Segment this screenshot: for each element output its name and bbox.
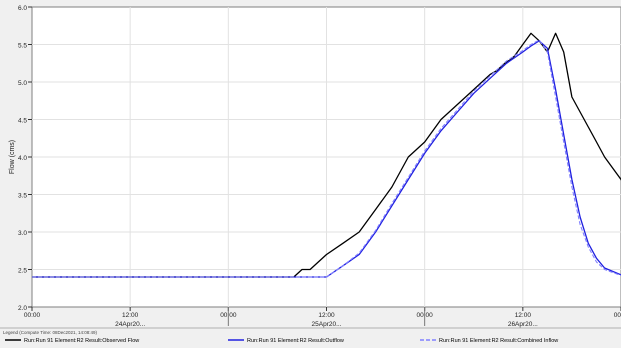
legend-title: Legend (Compute Time: 08Dec2021, 14:08:4… bbox=[3, 330, 98, 335]
y-tick-label: 5.5 bbox=[18, 43, 27, 50]
legend: Legend (Compute Time: 08Dec2021, 14:08:4… bbox=[0, 327, 621, 344]
legend-label-0: Run:Run 91 Element:R2 Result:Observed Fl… bbox=[24, 338, 139, 343]
series-line-0 bbox=[32, 32, 621, 278]
y-tick-label: 2.0 bbox=[18, 305, 27, 312]
x-tick-label: 12:00 bbox=[515, 312, 532, 319]
x-tick-label: 00 bbox=[614, 312, 621, 319]
x-tick-label: 12:00 bbox=[122, 312, 139, 319]
y-tick-label: 2.5 bbox=[18, 268, 27, 275]
y-tick-label: 3.5 bbox=[18, 193, 27, 200]
legend-label-1: Run:Run 91 Element:R2 Result:Outflow bbox=[247, 338, 344, 343]
y-tick-label: 5.0 bbox=[18, 80, 27, 87]
x-tick-label: 12:00 bbox=[318, 312, 335, 319]
y-tick-label: 3.0 bbox=[18, 230, 27, 237]
x-date-label: 24Apr20... bbox=[115, 321, 145, 328]
x-date-label: 25Apr20... bbox=[312, 321, 342, 328]
series-line-1 bbox=[32, 40, 621, 278]
y-axis-label: Flow (cms) bbox=[9, 140, 16, 174]
legend-label-2: Run:Run 91 Element:R2 Result:Combined In… bbox=[439, 338, 558, 343]
y-tick-label: 6.0 bbox=[18, 5, 27, 12]
x-tick-label: 00:00 bbox=[24, 312, 41, 319]
series-lines bbox=[32, 32, 621, 278]
axes: 2.0 2.5 3.0 3.5 4.0 4.5 5.0 5.5 6.0 Flow (cms) 00:… bbox=[9, 5, 621, 328]
x-date-label: 26Apr20... bbox=[508, 321, 538, 328]
y-tick-label: 4.5 bbox=[18, 118, 27, 125]
y-tick-label: 4.0 bbox=[18, 155, 27, 162]
